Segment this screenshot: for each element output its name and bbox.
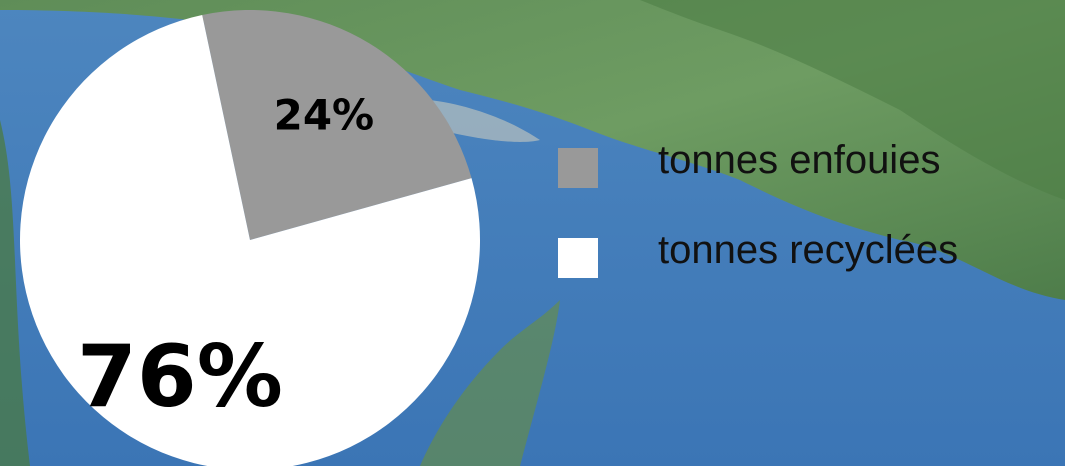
pie-slice-enfouies (202, 9, 472, 240)
legend-swatch-enfouies (558, 148, 598, 188)
legend-item-enfouies: tonnes enfouies (558, 130, 1058, 190)
legend-swatch-recyclees (558, 238, 598, 278)
pie-label-enfouies: 24% (274, 91, 375, 140)
pie-slice-recyclees (20, 15, 480, 466)
legend-label-recyclees: tonnes recyclées (658, 228, 959, 272)
legend-item-recyclees: tonnes recyclées (558, 220, 1058, 280)
legend-label-enfouies: tonnes enfouies (658, 138, 941, 182)
pie-label-recyclees: 76% (77, 327, 283, 427)
